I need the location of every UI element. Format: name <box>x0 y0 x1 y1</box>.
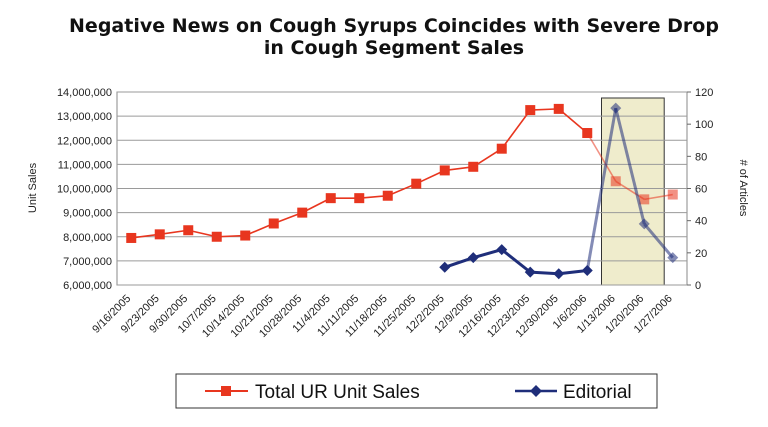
y2-tick-label: 40 <box>695 216 707 228</box>
data-point-sales <box>126 232 137 243</box>
y2-tick-label: 60 <box>695 184 707 196</box>
data-point-sales <box>468 161 479 172</box>
legend-label-sales: Total UR Unit Sales <box>255 382 420 403</box>
series-line-segment <box>643 222 674 259</box>
y2-tick-label: 20 <box>695 248 707 260</box>
y-tick-label: 10,000,000 <box>57 184 112 196</box>
data-point-sales <box>268 218 279 229</box>
data-point-sales <box>525 105 536 116</box>
series-line-segment <box>614 107 646 225</box>
y2-tick-label: 100 <box>695 119 713 131</box>
legend-label-editorial: Editorial <box>563 382 632 403</box>
data-point-sales <box>325 193 336 204</box>
series-line-segment <box>500 248 532 274</box>
data-point-sales <box>354 193 365 204</box>
data-point-sales <box>610 176 621 187</box>
y-tick-label: 13,000,000 <box>57 111 112 123</box>
series-line-segment <box>585 107 618 271</box>
data-point-editorial <box>581 265 593 277</box>
data-point-editorial <box>496 244 508 256</box>
y-tick-label: 6,000,000 <box>63 280 112 292</box>
data-point-sales <box>496 143 507 154</box>
data-point-sales <box>639 194 650 205</box>
data-point-sales <box>154 229 165 240</box>
legend-marker-sales <box>221 386 231 396</box>
data-point-editorial <box>667 252 679 264</box>
data-point-editorial <box>638 218 650 230</box>
y2-axis-label: # of Articles <box>737 160 749 217</box>
data-point-sales <box>582 128 593 139</box>
y-tick-label: 12,000,000 <box>57 135 112 147</box>
chart-title-line1: Negative News on Cough Syrups Coincides … <box>69 15 719 37</box>
series-line-segment <box>472 248 503 260</box>
series-line-segment <box>586 132 617 182</box>
series-line-segment <box>501 109 531 150</box>
data-point-editorial <box>467 252 479 264</box>
data-point-editorial <box>524 266 536 278</box>
data-point-sales <box>439 165 450 176</box>
legend-marker-editorial <box>530 385 542 397</box>
y2-tick-label: 120 <box>695 87 713 99</box>
data-point-sales <box>553 103 564 114</box>
data-point-editorial <box>439 261 451 273</box>
chart-title-line2: in Cough Segment Sales <box>264 37 524 59</box>
data-point-editorial <box>553 268 565 280</box>
series-line-segment <box>444 256 474 269</box>
y-tick-label: 14,000,000 <box>57 87 112 99</box>
y2-tick-label: 80 <box>695 151 707 163</box>
data-point-sales <box>667 189 678 200</box>
data-point-sales <box>240 230 251 241</box>
y-axis-label: Unit Sales <box>27 162 39 213</box>
data-point-sales <box>183 225 194 236</box>
y-tick-label: 9,000,000 <box>63 208 112 220</box>
data-point-sales <box>297 207 308 218</box>
y-tick-label: 11,000,000 <box>58 159 112 171</box>
legend-box <box>175 373 658 409</box>
y-tick-label: 8,000,000 <box>63 232 112 244</box>
data-point-sales <box>211 231 222 242</box>
y2-tick-label: 0 <box>695 280 701 292</box>
legend: Total UR Unit Sales Editorial <box>175 373 658 409</box>
data-point-sales <box>411 178 422 189</box>
data-point-sales <box>382 190 393 201</box>
data-point-editorial <box>610 102 622 114</box>
y-tick-label: 7,000,000 <box>63 256 112 268</box>
